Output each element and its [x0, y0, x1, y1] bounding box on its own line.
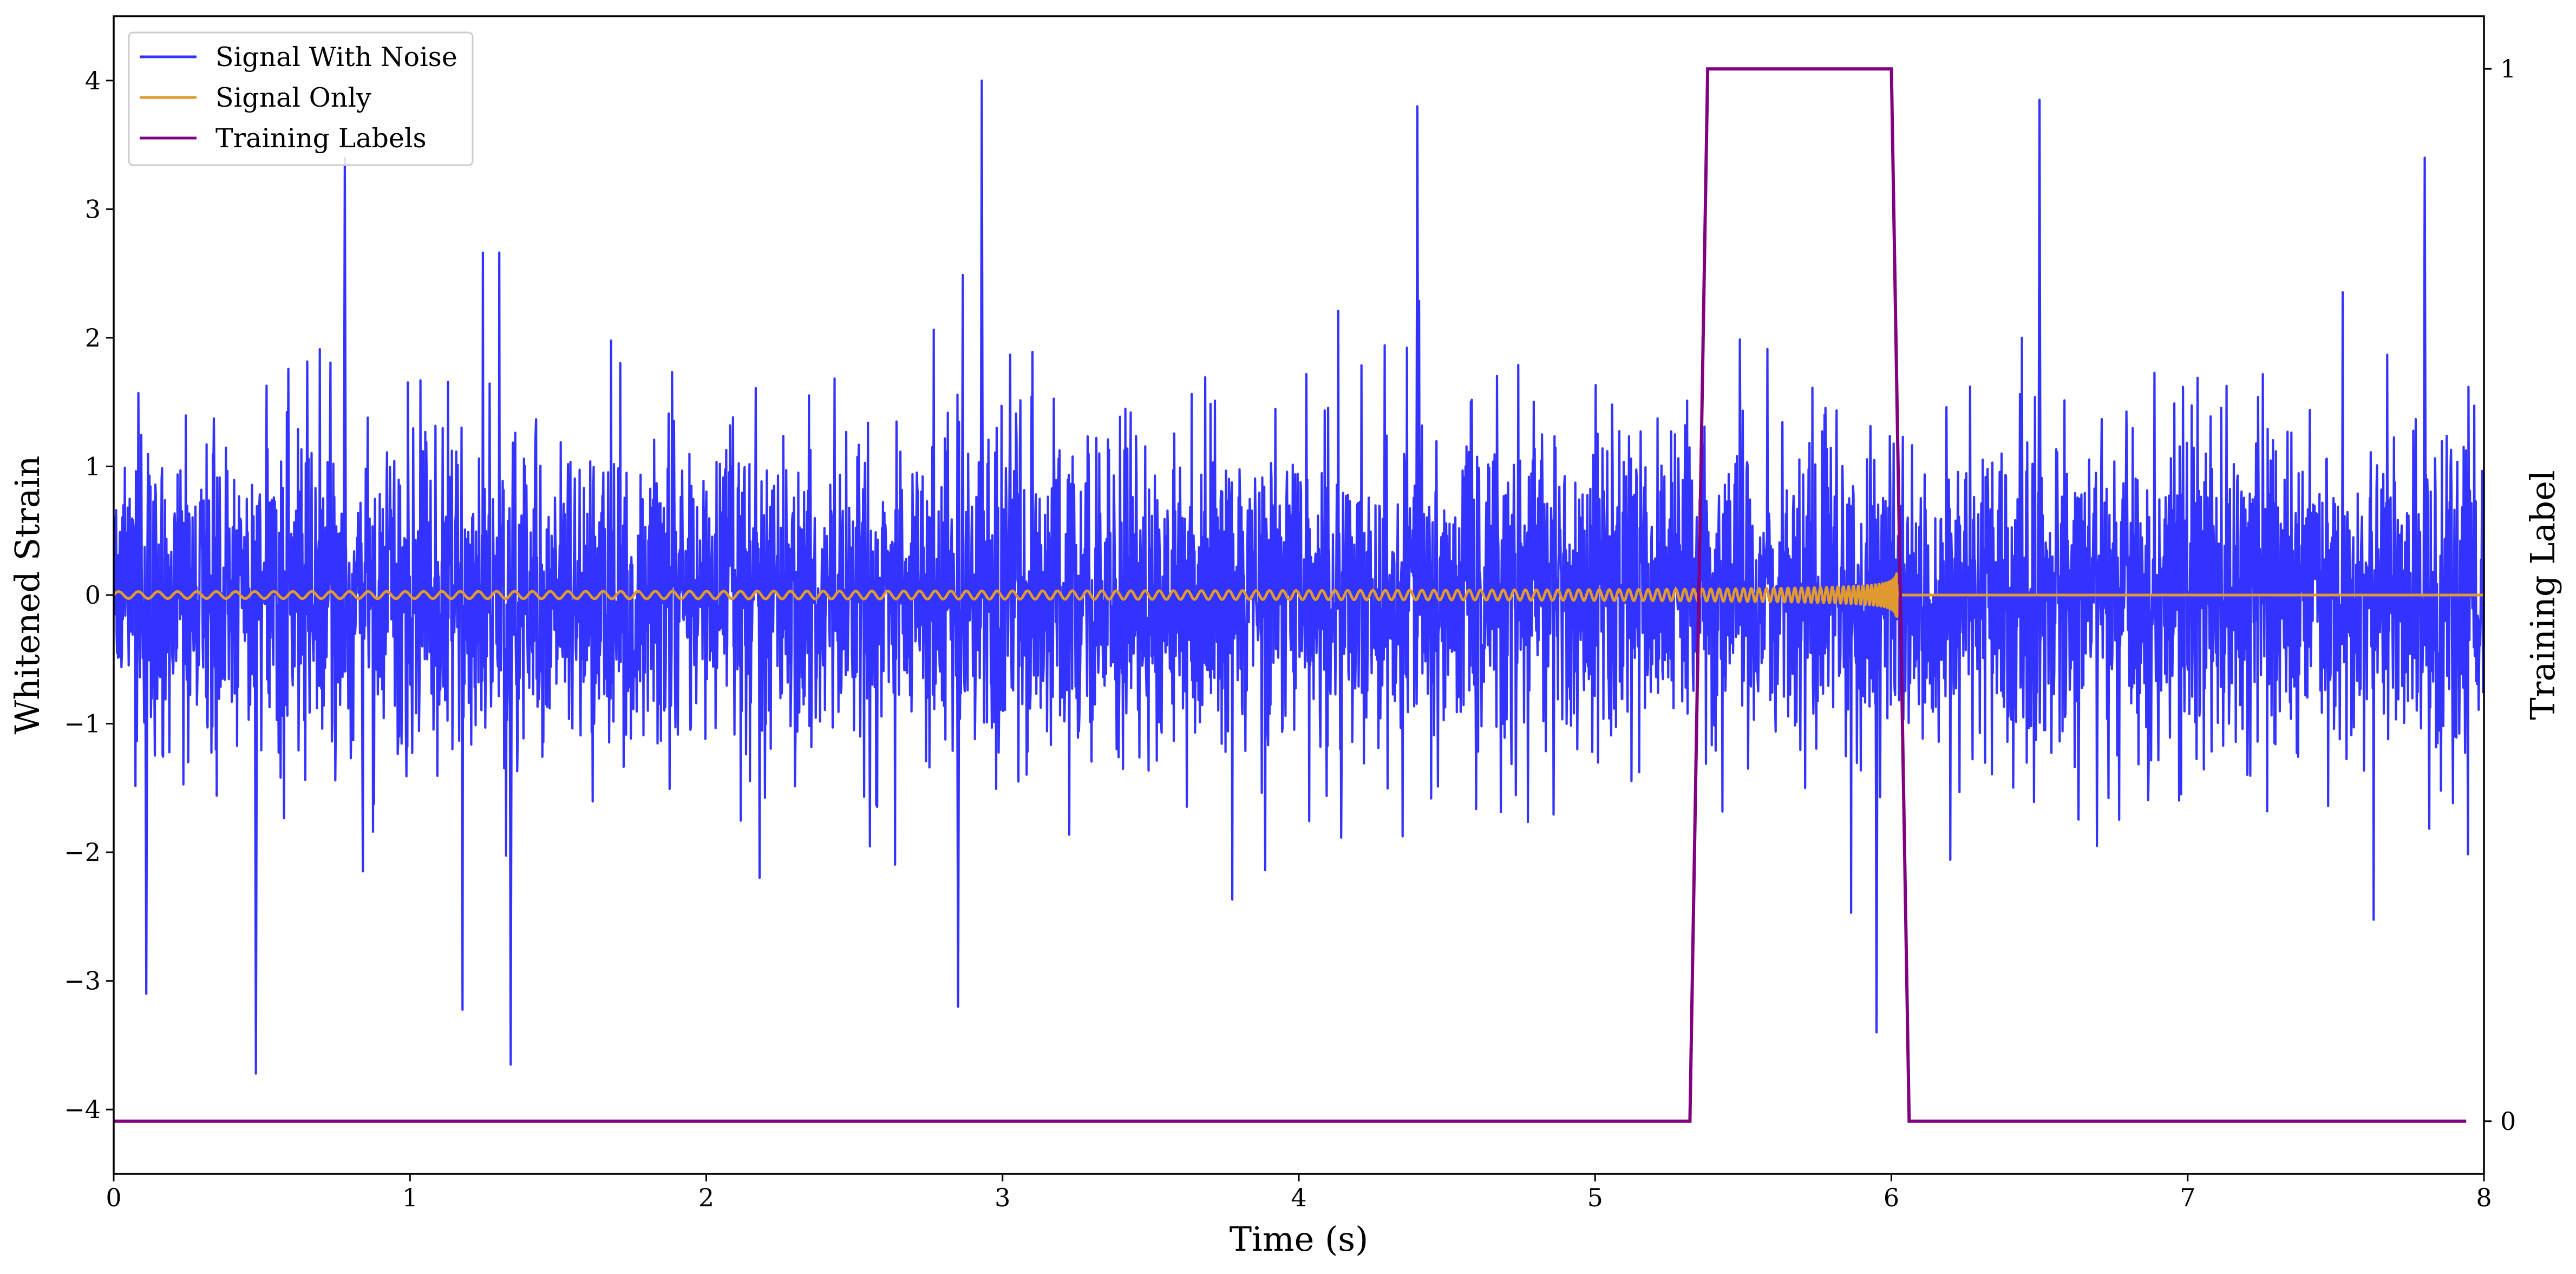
y2-tick-label: 0: [2500, 1107, 2516, 1136]
legend: Signal With Noise Signal Only Training L…: [128, 31, 474, 166]
y-tick-label: −4: [64, 1095, 101, 1124]
y-axis-left: −4 −3 −2 −1 0 1 2 3 4: [64, 66, 114, 1124]
plot-area: [114, 67, 2484, 1123]
y2-tick-label: 1: [2500, 54, 2516, 83]
y-tick-label: −1: [64, 709, 101, 739]
x-tick-label: 0: [106, 1183, 121, 1212]
y-tick-label: 3: [85, 194, 101, 224]
x-tick-label: 5: [1587, 1183, 1603, 1212]
y-tick-label: 2: [85, 323, 101, 352]
legend-label-signal-with-noise: Signal With Noise: [215, 42, 457, 73]
y-tick-label: 0: [85, 580, 101, 610]
x-tick-label: 4: [1291, 1183, 1306, 1212]
x-axis-label: Time (s): [1230, 1219, 1369, 1259]
series-signal-only-line: [114, 572, 2484, 618]
x-tick-label: 1: [402, 1183, 418, 1212]
x-tick-label: 7: [2180, 1183, 2195, 1212]
legend-label-signal-only: Signal Only: [215, 82, 371, 113]
y-axis-label: Whitened Strain: [8, 456, 47, 735]
y-axis-right: 01: [2484, 54, 2516, 1136]
series-training-labels-line: [114, 67, 2467, 1123]
x-tick-label: 2: [698, 1183, 714, 1212]
x-tick-label: 8: [2476, 1183, 2492, 1212]
y-tick-label: −3: [64, 966, 101, 996]
y-tick-label: 4: [85, 66, 101, 95]
y-tick-label: −2: [64, 838, 101, 867]
x-tick-label: 3: [995, 1183, 1010, 1212]
x-tick-label: 6: [1884, 1183, 1899, 1212]
legend-box: [128, 31, 474, 166]
y-tick-label: 1: [85, 452, 101, 481]
x-axis: 0 1 2 3 4 5 6 7 8: [106, 1174, 2492, 1212]
legend-label-training-labels: Training Labels: [215, 123, 427, 154]
y2-axis-label: Training Label: [2523, 470, 2562, 720]
